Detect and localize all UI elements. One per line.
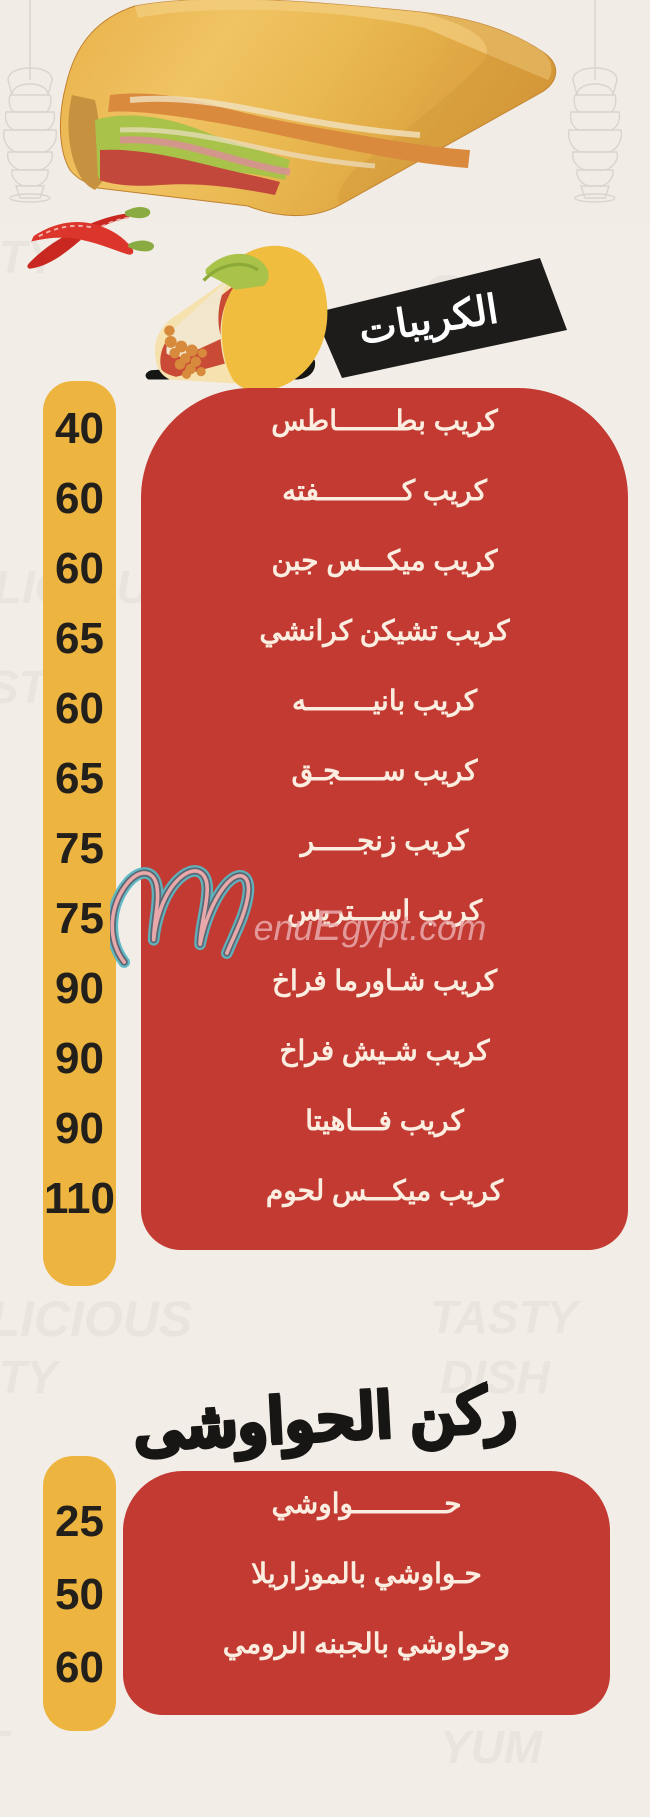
svg-text:enuEgypt.com: enuEgypt.com bbox=[254, 902, 487, 950]
